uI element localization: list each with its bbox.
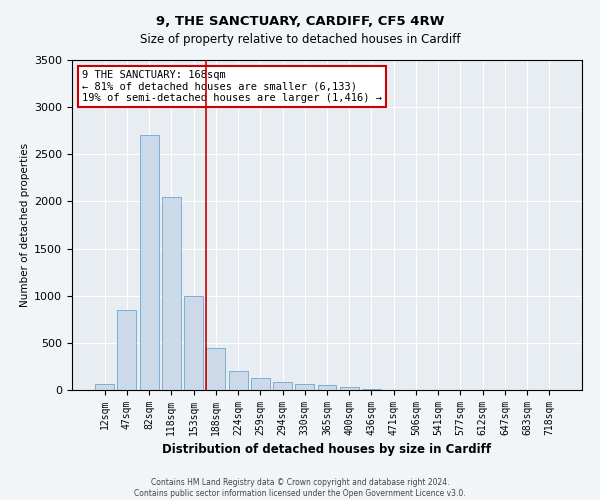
Bar — [184, 296, 203, 390]
Bar — [162, 196, 181, 390]
X-axis label: Distribution of detached houses by size in Cardiff: Distribution of detached houses by size … — [163, 444, 491, 456]
Bar — [317, 386, 337, 390]
Bar — [340, 387, 359, 390]
Bar — [251, 378, 270, 390]
Bar — [95, 384, 114, 390]
Bar — [118, 310, 136, 390]
Y-axis label: Number of detached properties: Number of detached properties — [20, 143, 30, 307]
Bar — [295, 384, 314, 390]
Bar — [140, 136, 158, 390]
Bar — [206, 348, 225, 390]
Text: Size of property relative to detached houses in Cardiff: Size of property relative to detached ho… — [140, 32, 460, 46]
Text: 9, THE SANCTUARY, CARDIFF, CF5 4RW: 9, THE SANCTUARY, CARDIFF, CF5 4RW — [156, 15, 444, 28]
Bar — [362, 389, 381, 390]
Bar — [229, 371, 248, 390]
Bar — [273, 382, 292, 390]
Text: Contains HM Land Registry data © Crown copyright and database right 2024.
Contai: Contains HM Land Registry data © Crown c… — [134, 478, 466, 498]
Text: 9 THE SANCTUARY: 168sqm
← 81% of detached houses are smaller (6,133)
19% of semi: 9 THE SANCTUARY: 168sqm ← 81% of detache… — [82, 70, 382, 103]
